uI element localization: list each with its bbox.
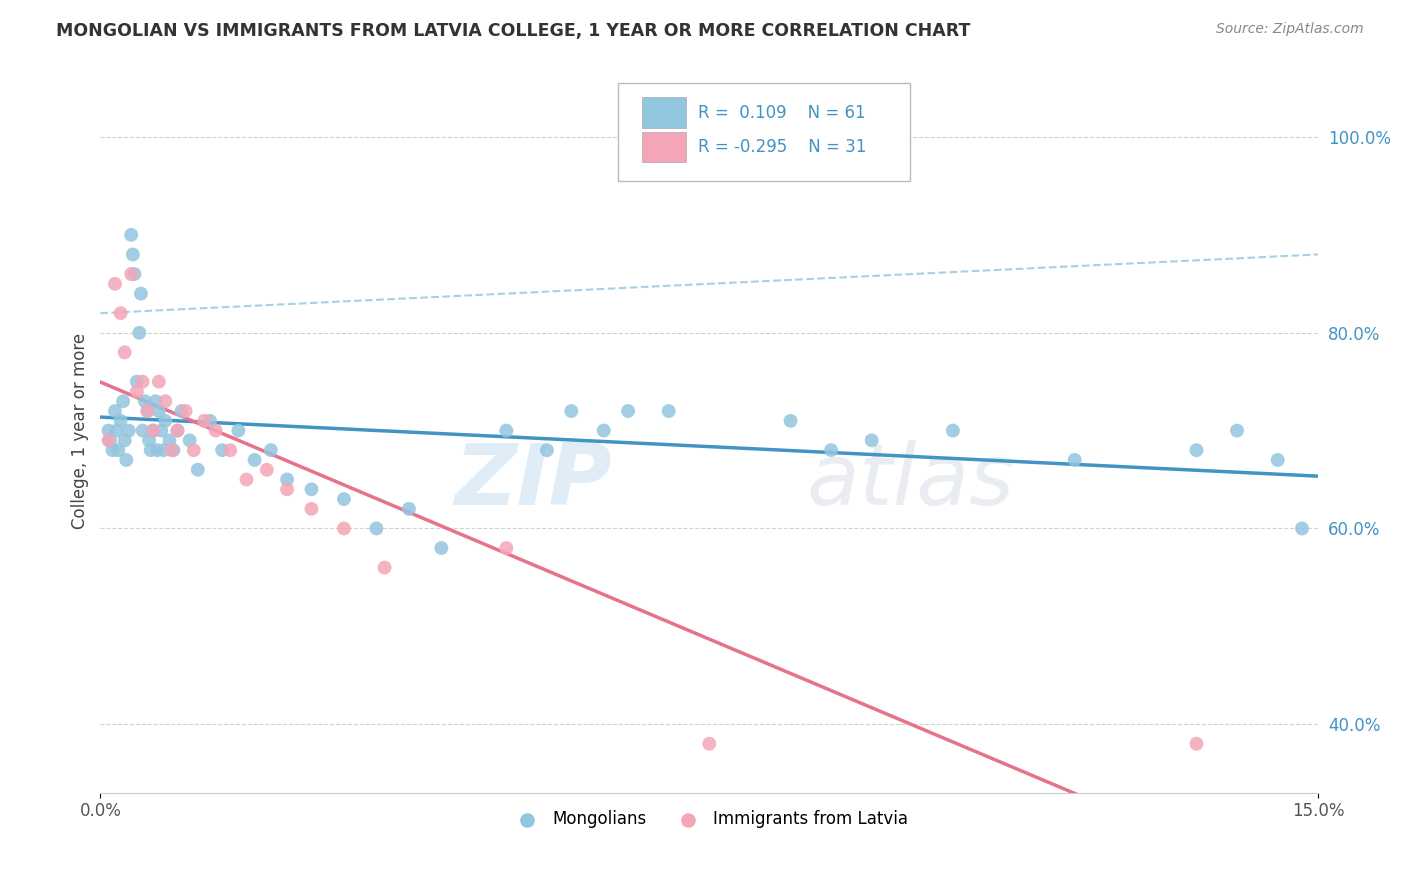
Point <box>779 414 801 428</box>
Point <box>136 404 159 418</box>
Point <box>131 424 153 438</box>
Point <box>142 424 165 438</box>
FancyBboxPatch shape <box>619 83 910 181</box>
Point <box>495 424 517 438</box>
Text: Source: ZipAtlas.com: Source: ZipAtlas.com <box>1216 22 1364 37</box>
Point <box>333 492 356 507</box>
Point <box>166 424 188 438</box>
Text: ZIP: ZIP <box>454 440 612 523</box>
Point <box>104 404 127 418</box>
Point <box>560 404 582 418</box>
Point <box>301 483 323 497</box>
Text: R =  0.109    N = 61: R = 0.109 N = 61 <box>699 103 866 121</box>
Point <box>617 404 640 418</box>
Point <box>129 286 152 301</box>
Point <box>204 424 226 438</box>
Point <box>1063 453 1085 467</box>
Text: MONGOLIAN VS IMMIGRANTS FROM LATVIA COLLEGE, 1 YEAR OR MORE CORRELATION CHART: MONGOLIAN VS IMMIGRANTS FROM LATVIA COLL… <box>56 22 970 40</box>
Point <box>152 443 174 458</box>
Point <box>1226 424 1249 438</box>
Point <box>145 394 167 409</box>
Point <box>138 434 160 448</box>
Point <box>198 414 221 428</box>
Point <box>110 414 132 428</box>
Point <box>114 345 136 359</box>
Point <box>157 434 180 448</box>
Point <box>160 443 183 458</box>
Point <box>366 521 388 535</box>
Point <box>174 404 197 418</box>
Point <box>301 501 323 516</box>
Point <box>592 424 614 438</box>
FancyBboxPatch shape <box>643 131 686 162</box>
Point <box>110 306 132 320</box>
Point <box>495 541 517 555</box>
Point <box>124 267 146 281</box>
Point <box>187 463 209 477</box>
Point <box>193 414 215 428</box>
Point <box>155 394 177 409</box>
Point <box>219 443 242 458</box>
Point <box>128 326 150 340</box>
Point <box>211 443 233 458</box>
Point <box>179 434 201 448</box>
Point <box>120 227 142 242</box>
Y-axis label: College, 1 year or more: College, 1 year or more <box>72 333 89 529</box>
Point <box>256 463 278 477</box>
Point <box>235 473 257 487</box>
Point <box>430 541 453 555</box>
Point <box>131 375 153 389</box>
Point <box>120 267 142 281</box>
Point <box>118 424 141 438</box>
Point <box>942 424 965 438</box>
Point <box>139 443 162 458</box>
Point <box>276 473 298 487</box>
Point <box>243 453 266 467</box>
Point <box>98 434 121 448</box>
Point <box>860 434 883 448</box>
Point <box>101 443 124 458</box>
Point <box>148 404 170 418</box>
Point <box>142 424 165 438</box>
Point <box>121 247 143 261</box>
Point <box>373 560 395 574</box>
Point <box>107 443 129 458</box>
Point <box>398 501 420 516</box>
Point <box>228 424 250 438</box>
Point <box>125 384 148 399</box>
Point <box>260 443 283 458</box>
Text: atlas: atlas <box>807 440 1015 523</box>
Point <box>148 375 170 389</box>
Point <box>536 443 558 458</box>
Point <box>697 737 720 751</box>
Point <box>183 443 205 458</box>
Point <box>104 277 127 291</box>
Point <box>112 394 135 409</box>
Point <box>820 443 842 458</box>
Point <box>658 404 681 418</box>
Point <box>115 453 138 467</box>
Point <box>105 424 128 438</box>
FancyBboxPatch shape <box>643 97 686 128</box>
Point <box>1185 737 1208 751</box>
Point <box>146 443 169 458</box>
Point <box>97 424 120 438</box>
Point <box>125 375 148 389</box>
Text: R = -0.295    N = 31: R = -0.295 N = 31 <box>699 137 866 156</box>
Point <box>1267 453 1289 467</box>
Point <box>134 394 156 409</box>
Point <box>150 424 173 438</box>
Point <box>114 434 136 448</box>
Point <box>166 424 188 438</box>
Point <box>1185 443 1208 458</box>
Point <box>276 483 298 497</box>
Point <box>162 443 184 458</box>
Point <box>155 414 177 428</box>
Point <box>97 434 120 448</box>
Point <box>170 404 193 418</box>
Point <box>333 521 356 535</box>
Legend: Mongolians, Immigrants from Latvia: Mongolians, Immigrants from Latvia <box>503 804 915 835</box>
Point <box>136 404 159 418</box>
Point <box>1291 521 1313 535</box>
